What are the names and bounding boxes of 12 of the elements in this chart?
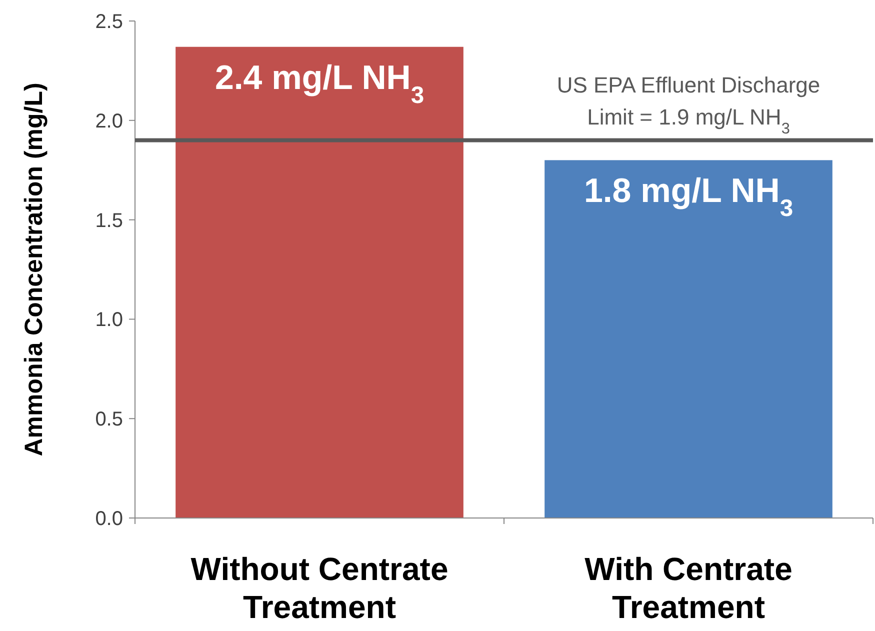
y-axis-title: Ammonia Concentration (mg/L) — [20, 82, 48, 456]
y-tick-label: 2.0 — [95, 110, 123, 132]
x-tick-label: With Centrate Treatment — [584, 551, 792, 625]
y-tick-label: 1.5 — [95, 210, 123, 232]
data-label: 1.8 mg/L NH$_{3}$ — [584, 172, 794, 222]
y-tick-label: 0.5 — [95, 408, 123, 431]
y-tick-label: 0.0 — [95, 508, 123, 530]
data-label: 2.4 mg/L NH$_{3}$ — [214, 58, 424, 108]
y-tick-label: 1.0 — [95, 309, 123, 332]
y-tick-label: 2.5 — [95, 11, 123, 33]
ref-line-label: US EPA Effluent Discharge Limit = 1.9 mg/L NH$_{3}$ — [556, 72, 820, 137]
x-tick-label: Without Centrate Treatment — [190, 551, 448, 625]
